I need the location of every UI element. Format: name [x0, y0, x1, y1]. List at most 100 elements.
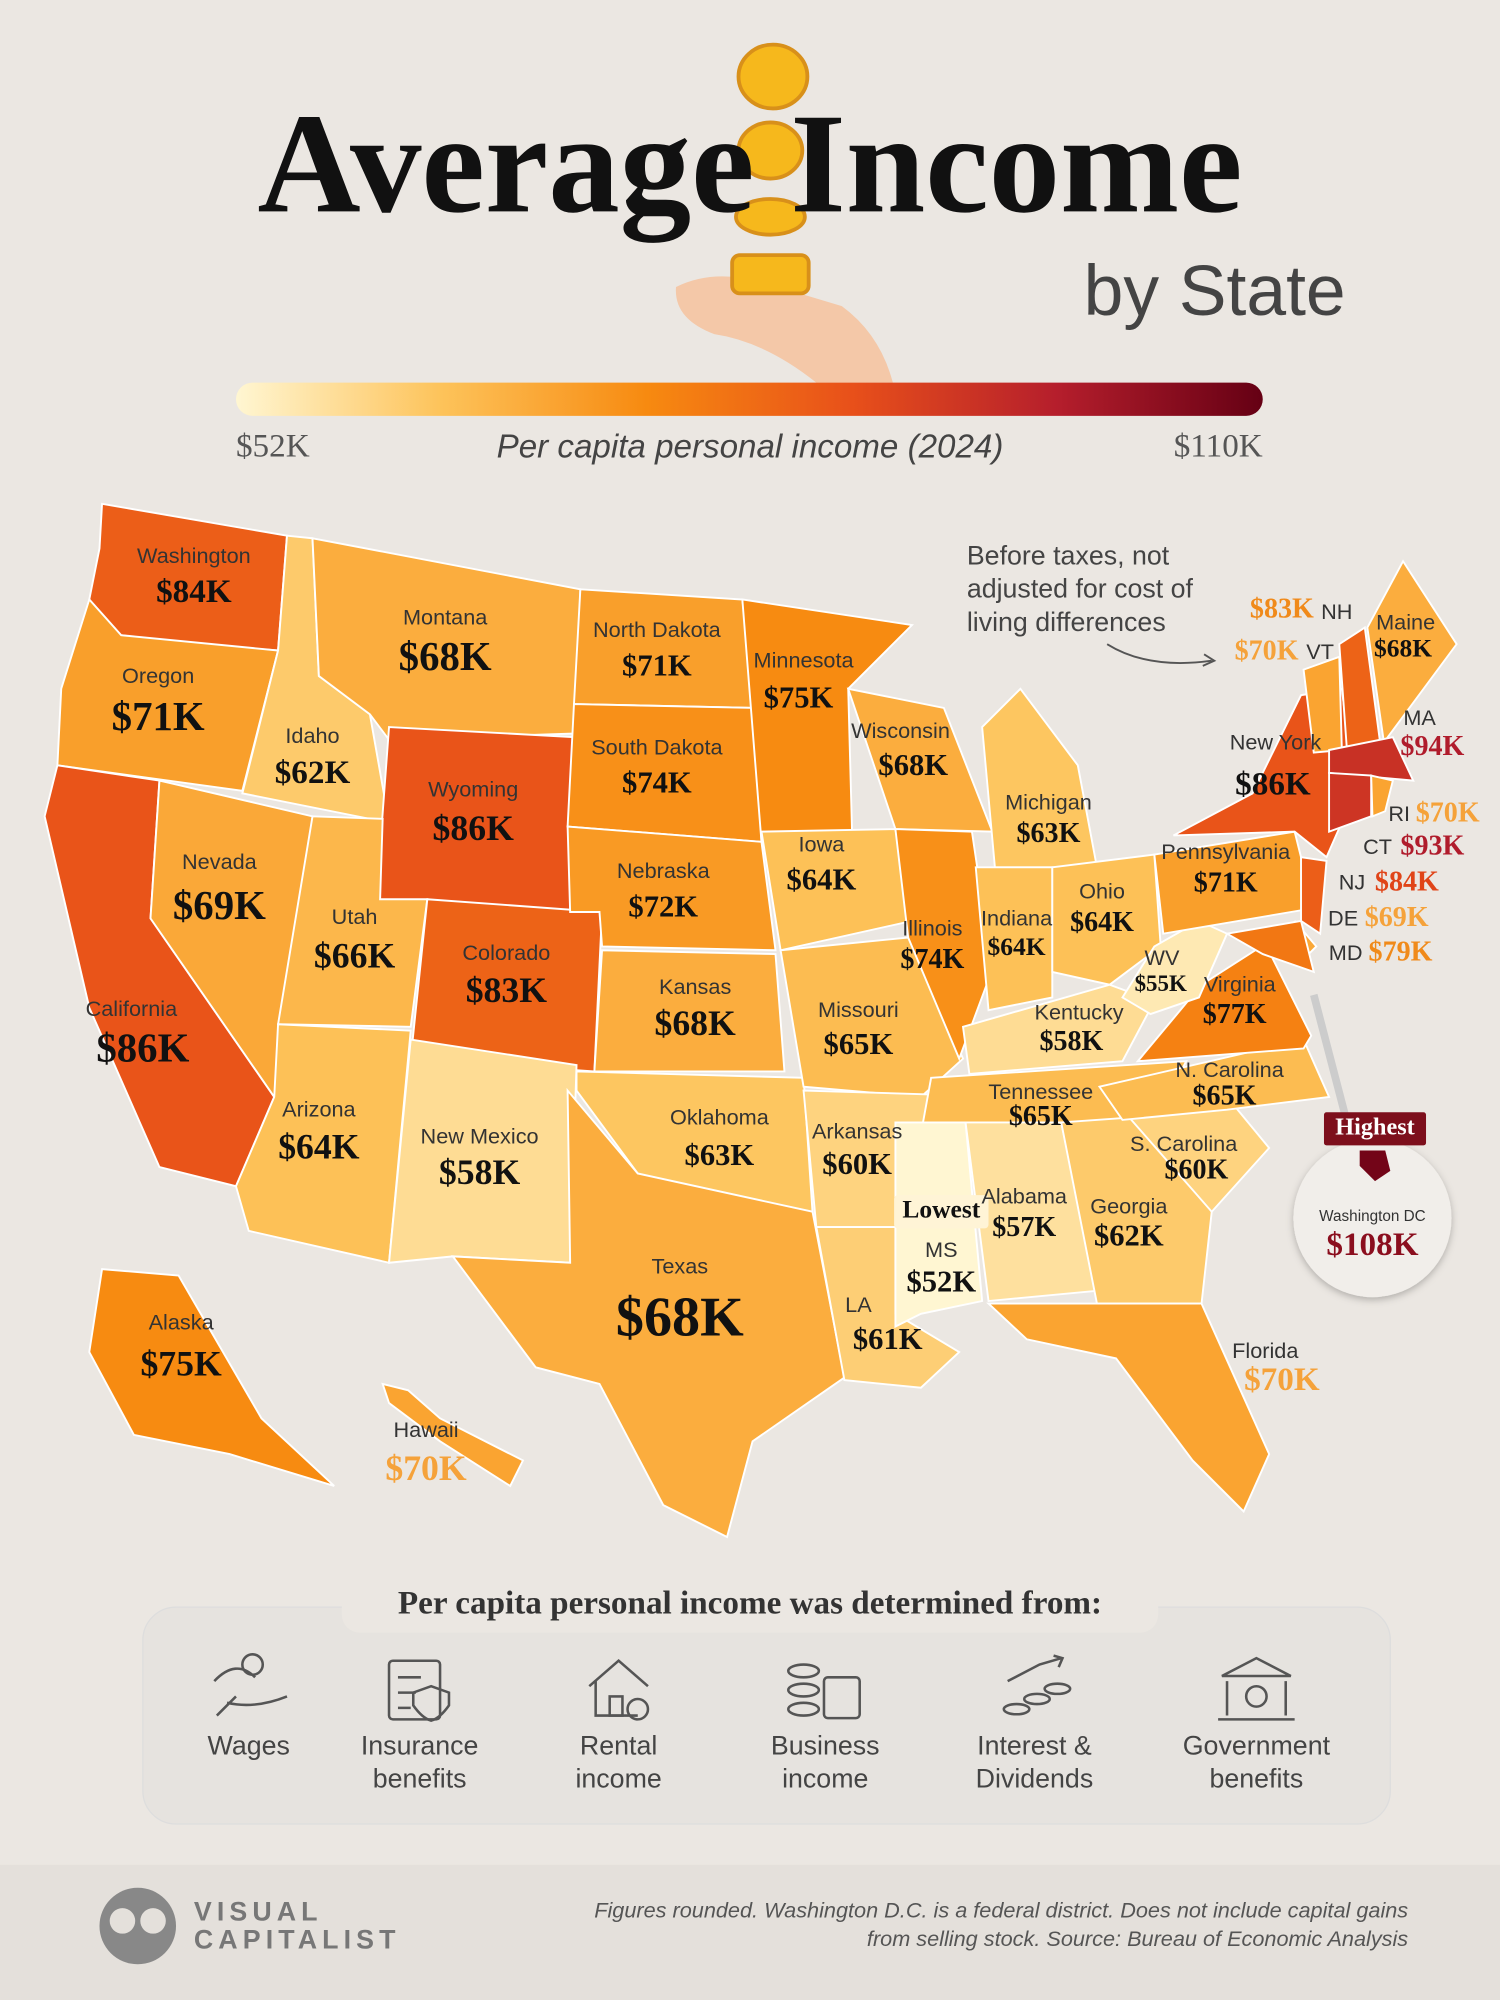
state [450, 1087, 846, 1539]
dc-value: $108K [1326, 1226, 1418, 1263]
sources-heading-pill [341, 1579, 1159, 1633]
source-item: Insurance [361, 1731, 479, 1761]
state-name: Hawaii [393, 1417, 458, 1442]
state-name: New Mexico [421, 1123, 539, 1148]
state-value: $60K [822, 1147, 892, 1181]
state-name: Texas [652, 1254, 709, 1279]
lowest-badge-text: Lowest [902, 1195, 980, 1224]
state-name: Alaska [149, 1310, 215, 1335]
state-name: MD [1329, 940, 1363, 965]
state-value: $84K [1375, 866, 1439, 897]
district [1359, 1150, 1391, 1182]
state-value: $70K [1235, 635, 1299, 666]
state-name: LA [845, 1292, 872, 1317]
state-name: Kansas [659, 974, 731, 999]
source-item: income [782, 1764, 868, 1794]
state-value: $86K [1235, 766, 1311, 803]
legend-min: $52K [236, 428, 310, 465]
state-name: Wyoming [428, 777, 518, 802]
state-value: $60K [1164, 1155, 1228, 1186]
state-value: $63K [1017, 818, 1081, 849]
state-value: $83K [466, 970, 548, 1010]
state [1300, 856, 1328, 936]
state-value: $70K [385, 1448, 467, 1488]
state-name: Arkansas [812, 1118, 903, 1143]
state-value: $74K [622, 766, 692, 800]
source-item: Business [771, 1731, 880, 1761]
state-value: $68K [616, 1287, 744, 1349]
source-item: Wages [208, 1731, 290, 1761]
state-name: Tennessee [988, 1079, 1093, 1104]
state-name: NJ [1339, 870, 1366, 895]
state-name: WV [1145, 945, 1180, 970]
state-value: $61K [853, 1322, 923, 1356]
state-name: VT [1306, 639, 1334, 664]
sources-panel [142, 1606, 1391, 1825]
source-item: Government [1183, 1731, 1331, 1761]
subtitle: by State [1084, 251, 1346, 331]
lowest-badge [894, 1195, 989, 1229]
state-name: Iowa [799, 831, 846, 856]
state-name: Idaho [285, 723, 339, 748]
state-value: $68K [654, 1003, 736, 1043]
state-value: $84K [156, 573, 232, 610]
annotation-arrowhead [1202, 653, 1217, 667]
state-value: $72K [628, 889, 698, 923]
state-value: $64K [1070, 907, 1134, 938]
state [1224, 919, 1316, 974]
state-name: MS [925, 1237, 958, 1262]
coin-illustration [675, 42, 893, 383]
state-value: $83K [1250, 593, 1314, 624]
state [387, 1038, 578, 1264]
legend-title: Per capita personal income (2024) [497, 429, 1004, 466]
state-name: Florida [1232, 1338, 1299, 1363]
state [974, 866, 1054, 1012]
footer-band [0, 1864, 1500, 2000]
state-value: $86K [433, 808, 515, 848]
footnote: from selling stock. Source: Bureau of Ec… [867, 1926, 1408, 1951]
dc-callout [1293, 1139, 1452, 1298]
footnote: Figures rounded. Washington D.C. is a fe… [594, 1898, 1408, 1923]
highest-badge-text: Highest [1335, 1113, 1414, 1140]
state-name: Colorado [462, 940, 550, 965]
state-value: $52K [906, 1264, 976, 1298]
state-value: $55K [1135, 971, 1187, 996]
state-name: New York [1230, 729, 1322, 754]
state [381, 1382, 525, 1488]
title: Average Income [258, 84, 1243, 242]
brand: CAPITALIST [194, 1924, 401, 1954]
state [1328, 771, 1373, 833]
state [986, 1302, 1271, 1514]
state-value: $71K [622, 648, 692, 682]
state-value: $93K [1400, 831, 1464, 862]
dc-name: Washington DC [1319, 1208, 1426, 1225]
state-value: $65K [1193, 1081, 1257, 1112]
source-items: Wages InsurancebenefitsRentalincomeBusine… [208, 1731, 1331, 1794]
state-value: $66K [314, 935, 396, 975]
highest-badge [1323, 1112, 1427, 1146]
state-name: Arizona [282, 1097, 356, 1122]
state-value: $86K [96, 1026, 189, 1071]
state [894, 828, 994, 1062]
source-item: Rental [580, 1731, 657, 1761]
state-name: Maine [1376, 609, 1435, 634]
state-value: $58K [439, 1152, 521, 1192]
state-value: $68K [1374, 633, 1432, 662]
state-name: Utah [332, 904, 378, 929]
annotation-arrow [1106, 643, 1212, 664]
annotation: Before taxes, not [967, 540, 1170, 570]
state-value: $65K [824, 1027, 894, 1061]
state-name: Georgia [1090, 1194, 1168, 1219]
state-name: Virginia [1204, 972, 1277, 997]
annotation: living differences [967, 607, 1166, 637]
state-name: Oklahoma [670, 1104, 770, 1129]
legend-max: $110K [1174, 428, 1263, 465]
annotation: adjusted for cost of [967, 574, 1194, 604]
state [1051, 853, 1162, 986]
state-name: Michigan [1005, 789, 1092, 814]
state-value: $71K [112, 694, 205, 739]
state-name: Montana [403, 604, 488, 629]
state [961, 983, 1156, 1076]
state-name: Kentucky [1035, 1000, 1124, 1025]
state-name: South Dakota [591, 734, 723, 759]
